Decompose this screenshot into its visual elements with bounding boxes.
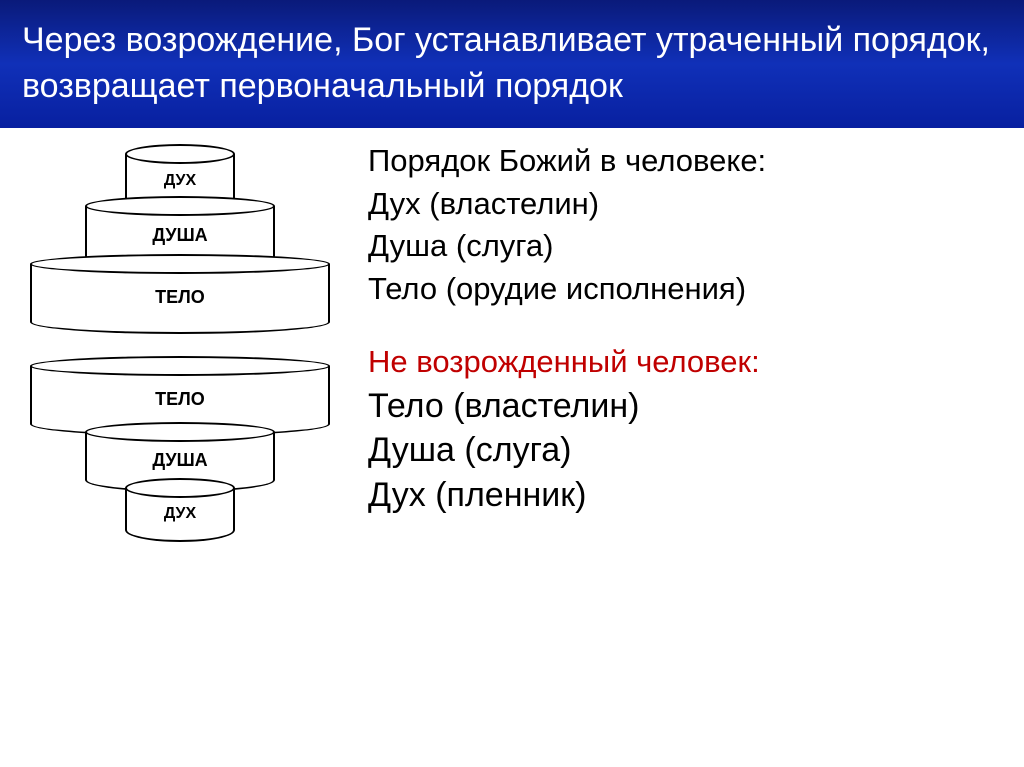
- tier-label: ТЕЛО: [155, 287, 205, 308]
- block2-line: Дух (пленник): [368, 473, 1014, 518]
- block2-line: Тело (властелин): [368, 384, 1014, 429]
- slide-content: ДУХ ДУША ТЕЛО ТЕЛО: [0, 128, 1024, 552]
- tier-label: ТЕЛО: [155, 389, 205, 410]
- stack-bottom: ТЕЛО ДУША ДУХ: [10, 356, 350, 542]
- block-unregenerate: Не возрожденный человек: Тело (властелин…: [368, 341, 1014, 518]
- block2-heading: Не возрожденный человек:: [368, 341, 1014, 384]
- tier-body-top: ТЕЛО: [30, 264, 330, 334]
- tier-spirit-bottom: ДУХ: [125, 488, 235, 542]
- block1-line: Душа (слуга): [368, 225, 1014, 268]
- block1-line: Тело (орудие исполнения): [368, 268, 1014, 311]
- stack-top: ДУХ ДУША ТЕЛО: [10, 144, 350, 334]
- header-text: Через возрождение, Бог устанавливает утр…: [22, 21, 990, 105]
- slide-header: Через возрождение, Бог устанавливает утр…: [0, 0, 1024, 128]
- tier-label: ДУХ: [164, 172, 196, 190]
- tier-label: ДУША: [152, 450, 207, 471]
- block1-line: Дух (властелин): [368, 183, 1014, 226]
- block-gods-order: Порядок Божий в человеке: Дух (властелин…: [368, 140, 1014, 311]
- text-column: Порядок Божий в человеке: Дух (властелин…: [350, 140, 1014, 542]
- block2-line: Душа (слуга): [368, 428, 1014, 473]
- diagram-column: ДУХ ДУША ТЕЛО ТЕЛО: [10, 140, 350, 542]
- tier-label: ДУХ: [164, 505, 196, 523]
- block1-heading: Порядок Божий в человеке:: [368, 140, 1014, 183]
- tier-label: ДУША: [152, 225, 207, 246]
